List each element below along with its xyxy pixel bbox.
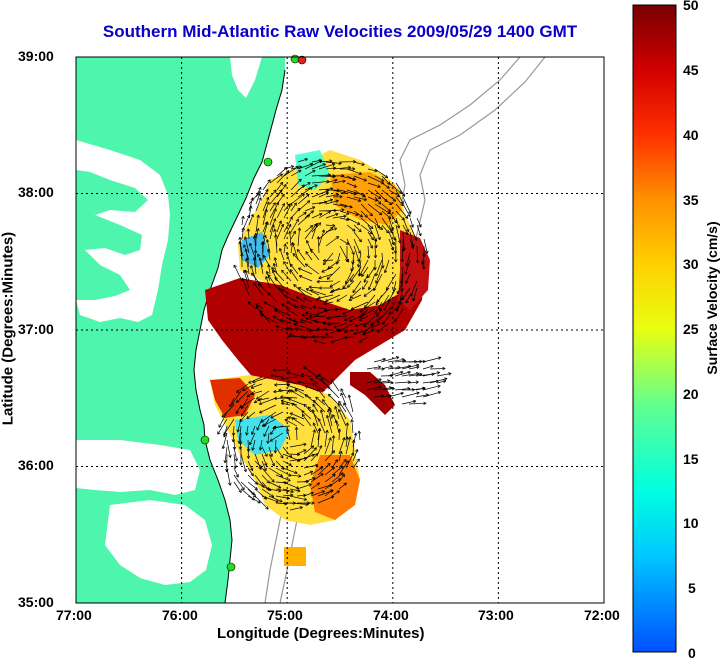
velocity-arrowhead (312, 410, 313, 413)
velocity-arrowhead (252, 273, 253, 276)
station-marker (264, 158, 272, 166)
colorbar (633, 5, 676, 652)
velocity-arrowhead (331, 342, 334, 343)
y-tick-label: 38:00 (18, 184, 54, 200)
velocity-arrowhead (276, 502, 279, 503)
velocity-arrowhead (244, 245, 245, 248)
velocity-arrowhead (266, 271, 267, 274)
velocity-arrowhead (269, 202, 270, 205)
velocity-arrowhead (265, 276, 266, 279)
velocity-arrowhead (310, 249, 311, 252)
y-tick-label: 36:00 (18, 457, 54, 473)
velocity-arrowhead (260, 194, 261, 197)
velocity-arrowhead (287, 385, 290, 386)
velocity-arrowhead (290, 264, 291, 267)
velocity-arrowhead (308, 407, 309, 410)
velocity-arrowhead (278, 288, 279, 291)
velocity-arrowhead (254, 283, 255, 286)
colorbar-tick-label: 40 (683, 127, 699, 143)
velocity-arrowhead (294, 323, 297, 324)
chart-title: Southern Mid-Atlantic Raw Velocities 200… (0, 22, 680, 42)
y-axis-label: Latitude (Degrees:Minutes) (0, 219, 17, 439)
velocity-arrowhead (279, 248, 280, 251)
station-marker (201, 436, 209, 444)
y-tick-label: 39:00 (18, 48, 54, 64)
station-marker (227, 563, 235, 571)
y-tick-label: 35:00 (18, 594, 54, 610)
x-tick-label: 73:00 (478, 607, 514, 623)
velocity-arrowhead (330, 490, 333, 491)
velocity-arrowhead (344, 483, 347, 484)
velocity-arrowhead (310, 163, 313, 164)
velocity-arrow (344, 337, 354, 338)
velocity-arrowhead (413, 225, 414, 228)
x-tick-label: 77:00 (56, 607, 92, 623)
x-tick-label: 75:00 (267, 607, 303, 623)
velocity-arrowhead (317, 223, 318, 226)
velocity-arrowhead (331, 438, 332, 441)
x-axis-label: Longitude (Degrees:Minutes) (217, 625, 425, 642)
velocity-arrowhead (334, 228, 337, 229)
x-tick-label: 76:00 (162, 607, 198, 623)
velocity-arrowhead (378, 187, 381, 188)
velocity-arrowhead (405, 271, 406, 274)
colorbar-label: Surface Velocity (cm/s) (704, 198, 720, 398)
velocity-arrowhead (332, 474, 335, 475)
velocity-arrowhead (345, 438, 346, 441)
velocity-arrowhead (335, 213, 338, 214)
colorbar-tick-label: 10 (683, 515, 699, 531)
colorbar-tick-label: 25 (683, 321, 699, 337)
station-marker (291, 55, 299, 63)
velocity-arrowhead (380, 201, 381, 204)
velocity-arrow (248, 447, 249, 459)
velocity-arrowhead (322, 491, 325, 492)
velocity-arrowhead (251, 388, 254, 389)
velocity-arrowhead (305, 158, 308, 159)
velocity-arrowhead (332, 467, 335, 468)
colorbar-tick-label: 20 (683, 386, 699, 402)
y-tick-label: 37:00 (18, 321, 54, 337)
velocity-arrowhead (359, 174, 362, 175)
colorbar-tick-label: 50 (683, 0, 699, 13)
colorbar-tick-label: 35 (683, 192, 699, 208)
colorbar-tick-label: 45 (683, 62, 699, 78)
velocity-arrow (322, 337, 333, 338)
velocity-arrowhead (250, 266, 251, 269)
colorbar-tick-label: 30 (683, 256, 699, 272)
colorbar-tick-label: 15 (683, 451, 699, 467)
velocity-arrowhead (332, 163, 335, 164)
velocity-arrowhead (334, 328, 337, 329)
x-tick-label: 74:00 (373, 607, 409, 623)
velocity-arrow (430, 369, 445, 370)
velocity-arrowhead (384, 270, 385, 273)
colorbar-tick-label: 5 (688, 580, 696, 596)
velocity-arrow (256, 250, 257, 267)
x-tick-label: 72:00 (584, 607, 620, 623)
velocity-arrow (381, 383, 393, 384)
velocity-arrowhead (317, 389, 318, 392)
velocity-arrowhead (380, 237, 381, 240)
velocity-arrowhead (421, 233, 422, 236)
